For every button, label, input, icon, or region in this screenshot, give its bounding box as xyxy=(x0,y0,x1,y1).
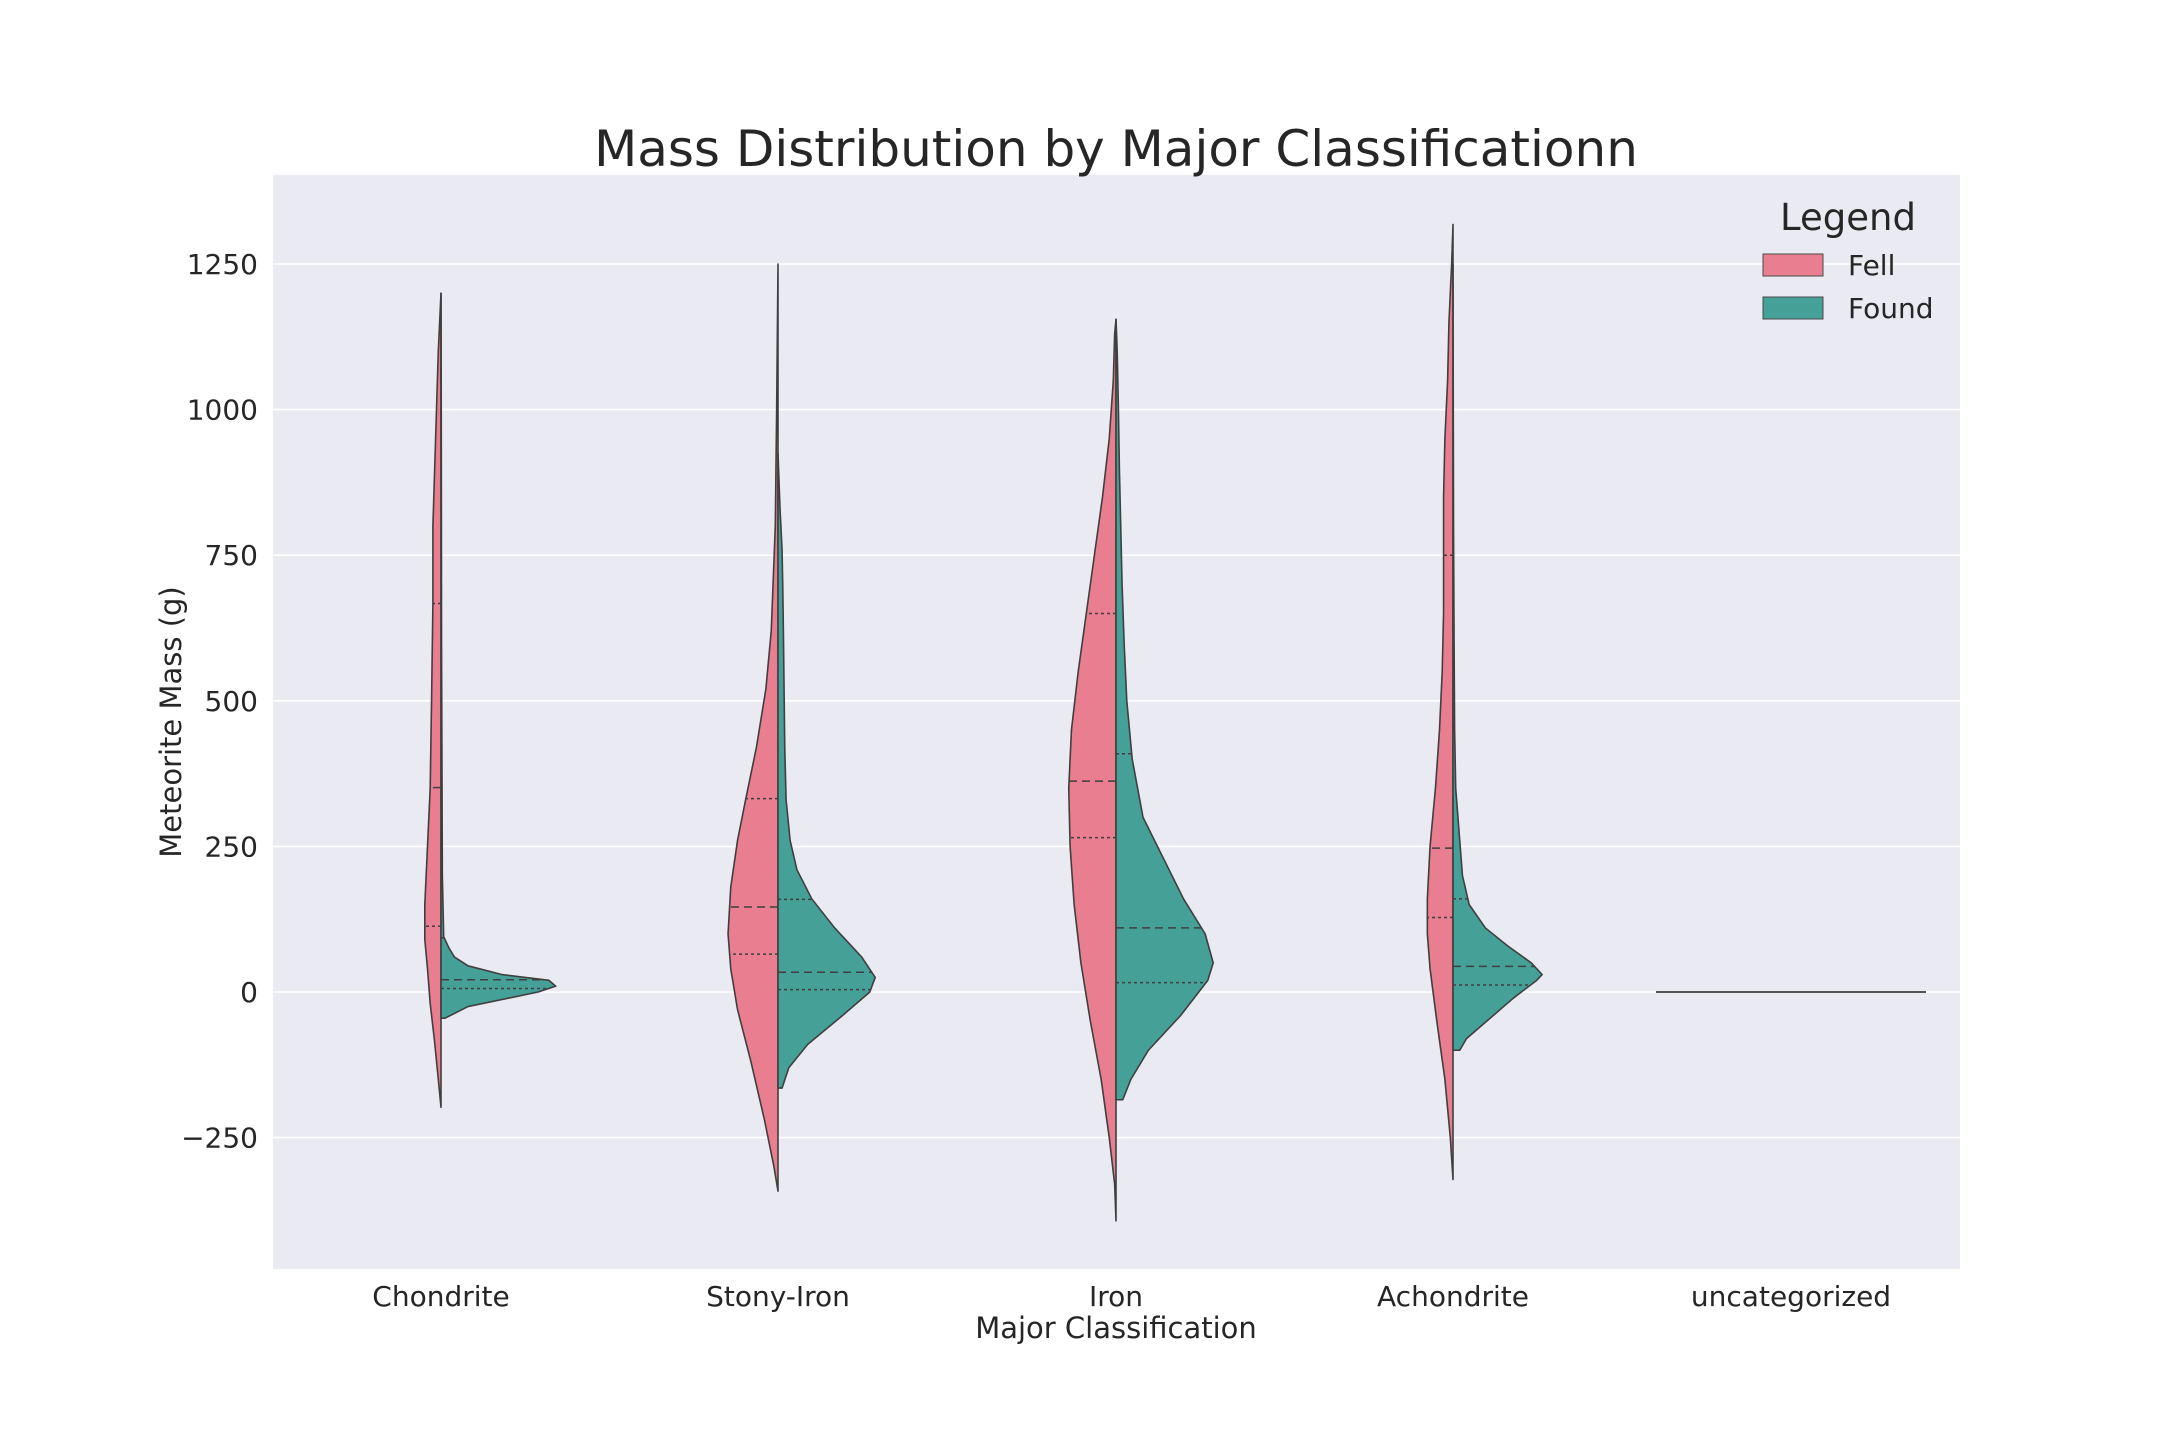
y-tick-label: 1250 xyxy=(187,248,258,281)
legend-swatch-fell xyxy=(1762,253,1824,277)
y-axis-ticks: −250 0 250 500 750 1000 1250 xyxy=(181,248,258,1155)
y-tick-label: −250 xyxy=(181,1122,258,1155)
violin-fell-1 xyxy=(727,263,779,1192)
legend: Legend Fell Found xyxy=(1762,196,1934,325)
violin-fell-2 xyxy=(1067,318,1117,1222)
x-axis-label: Major Classification xyxy=(975,1311,1257,1345)
x-tick-label: Stony-Iron xyxy=(706,1280,850,1313)
y-tick-label: 0 xyxy=(240,976,258,1009)
violin-found-3 xyxy=(1452,263,1543,1052)
x-tick-label: Iron xyxy=(1089,1280,1143,1313)
legend-title: Legend xyxy=(1780,196,1916,239)
y-tick-label: 1000 xyxy=(187,394,258,427)
x-axis-ticks: Chondrite Stony-Iron Iron Achondrite uncateg… xyxy=(372,1280,1891,1313)
violin-fell-0 xyxy=(424,292,442,1109)
violins xyxy=(424,223,1926,1222)
legend-label-fell: Fell xyxy=(1848,249,1895,282)
y-tick-label: 750 xyxy=(205,539,258,572)
y-axis-label: Meteorite Mass (g) xyxy=(154,586,188,858)
legend-swatch-found xyxy=(1762,296,1824,320)
legend-label-found: Found xyxy=(1848,292,1934,325)
x-tick-label: uncategorized xyxy=(1691,1280,1891,1313)
y-tick-label: 250 xyxy=(205,830,258,863)
chart-title: Mass Distribution by Major Classificatio… xyxy=(594,120,1638,178)
violin-found-0 xyxy=(440,292,557,1020)
violin-found-2 xyxy=(1115,318,1214,1101)
violin-fell-3 xyxy=(1426,223,1454,1181)
x-tick-label: Chondrite xyxy=(372,1280,509,1313)
y-tick-label: 500 xyxy=(205,685,258,718)
x-tick-label: Achondrite xyxy=(1377,1280,1529,1313)
violin-found-1 xyxy=(777,452,876,1089)
